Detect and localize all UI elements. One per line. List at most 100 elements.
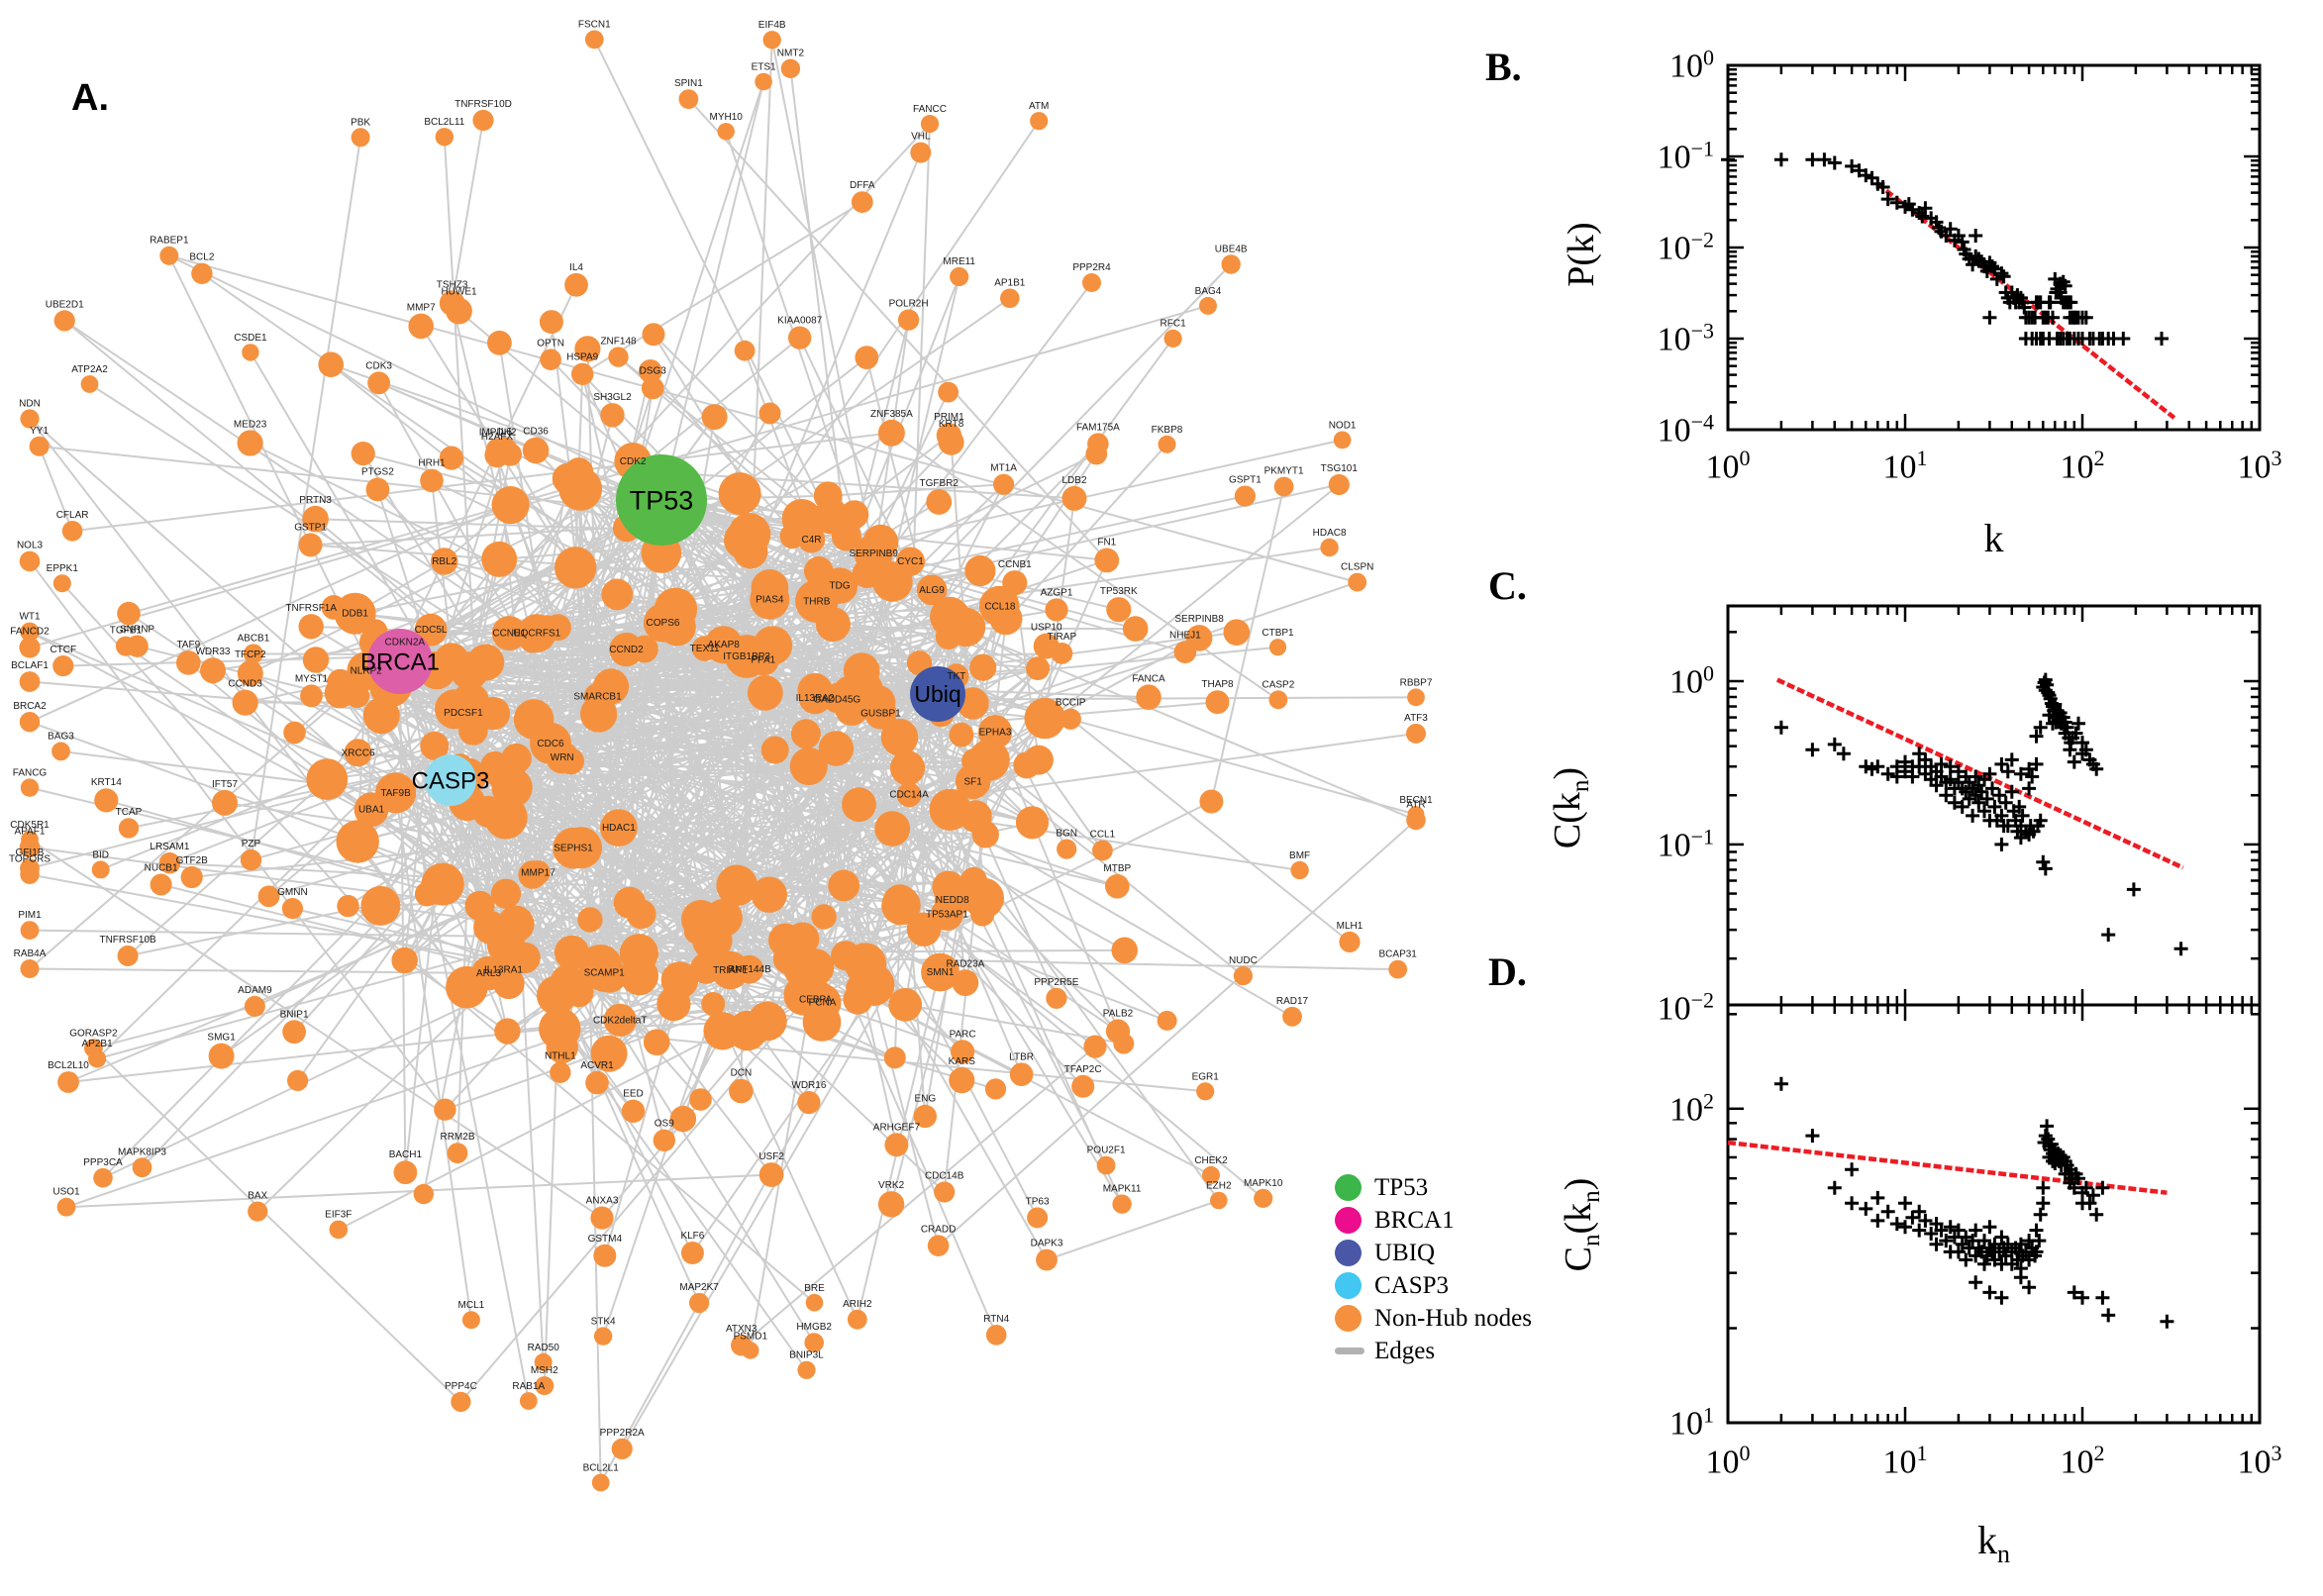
network-hub-node-ubiq: [910, 666, 965, 722]
node-label: AZGP1: [1041, 587, 1073, 598]
network-node: [1085, 443, 1108, 465]
network-node: [1046, 987, 1067, 1009]
network-edge: [974, 651, 1063, 818]
network-node: [621, 1099, 646, 1124]
network-node: [51, 742, 70, 761]
network-edge: [814, 689, 1124, 1206]
scatter-point: [1805, 743, 1820, 757]
node-label: PPP2R5E: [1034, 977, 1078, 988]
x-tick-label: 102: [2060, 1441, 2105, 1481]
x-tick-label: 103: [2237, 1441, 2282, 1481]
scatter-point: [2029, 1223, 2044, 1238]
node-label: PZP: [242, 839, 261, 849]
node-label: RFC1: [1161, 319, 1187, 330]
node-label: ADAM9: [238, 985, 272, 996]
node-label: CDC6: [537, 739, 564, 749]
node-label: THRB: [803, 596, 831, 607]
node-label: RAD17: [1276, 996, 1309, 1007]
network-node: [555, 547, 597, 589]
network-node: [760, 736, 789, 764]
node-label: NUDC: [1229, 955, 1258, 966]
y-axis-title-c: C(kn): [1547, 766, 1594, 849]
network-node: [1210, 1191, 1228, 1210]
node-label: MAPK11: [1103, 1184, 1142, 1195]
node-label: AP1B1: [994, 277, 1026, 288]
legend-non-hub-nodes-dot: [1335, 1305, 1362, 1332]
node-label: NOL3: [17, 541, 44, 551]
network-edge: [789, 67, 863, 672]
network-node: [643, 1029, 670, 1055]
node-label: MED23: [234, 419, 267, 430]
network-node: [20, 409, 40, 429]
network-edge: [586, 348, 600, 716]
network-node: [896, 782, 922, 808]
node-label: RBL2: [432, 556, 456, 567]
node-label: CFLAR: [56, 510, 89, 521]
node-label: IL6: [498, 427, 512, 438]
network-node: [298, 614, 324, 640]
node-label: TEX11: [690, 644, 720, 654]
network-node: [420, 468, 444, 493]
node-label: BID: [92, 849, 109, 860]
network-legend: TP53 BRCA1 UBIQ CASP3 Non-Hub nodes Edges: [1335, 1171, 1532, 1367]
network-node: [590, 1035, 628, 1072]
network-edge: [507, 626, 678, 985]
node-label: KRT14: [91, 777, 122, 788]
node-label: ARIH2: [843, 1299, 872, 1310]
node-label: BCL2L10: [48, 1060, 89, 1071]
node-label: MCL1: [458, 1300, 485, 1311]
network-node: [283, 721, 306, 745]
network-node: [1202, 1165, 1220, 1184]
network-node: [540, 349, 561, 371]
node-label: CDK3: [365, 360, 392, 371]
scatter-point: [2022, 827, 2037, 842]
network-node: [1071, 1074, 1095, 1098]
legend-item: UBIQ: [1335, 1237, 1532, 1269]
network-node: [949, 1067, 975, 1094]
scatter-point: [1773, 1076, 1788, 1091]
scatter-point: [1870, 759, 1885, 774]
network-node: [446, 965, 488, 1009]
network-node: [150, 873, 172, 896]
network-node: [550, 1061, 571, 1084]
scatter-point: [1773, 152, 1788, 167]
network-node: [464, 890, 495, 922]
node-label: IL4: [569, 262, 583, 273]
network-node: [413, 1183, 434, 1205]
network-node: [804, 556, 834, 586]
node-label: NOD1: [1329, 421, 1357, 432]
scatter-point: [1985, 781, 1999, 796]
node-label: THAP8: [1201, 679, 1234, 690]
network-node: [926, 489, 953, 515]
network-edge: [29, 617, 1007, 870]
network-node: [94, 788, 119, 813]
network-node: [439, 446, 463, 470]
node-label: GTF2B: [176, 855, 209, 866]
node-label: TSHZ3: [437, 279, 468, 290]
network-edge: [937, 819, 1417, 1247]
network-edge: [29, 672, 370, 970]
network-node: [1027, 1207, 1049, 1229]
scatter-point: [2082, 1196, 2097, 1211]
network-node: [592, 957, 628, 993]
network-node: [1051, 643, 1073, 664]
node-label: CCND2: [609, 645, 644, 655]
node-label: ACVR1: [580, 1060, 614, 1071]
network-node: [281, 898, 303, 920]
scatter-point: [2075, 1290, 2089, 1305]
network-node: [970, 902, 995, 927]
node-label: RNF144B: [728, 964, 771, 975]
legend-item-label: Edges: [1374, 1337, 1436, 1364]
scatter-point: [1966, 808, 1980, 823]
scatter-point: [2069, 726, 2083, 741]
node-label: PRIM1: [934, 412, 964, 423]
network-node: [881, 885, 921, 926]
network-edge: [96, 708, 456, 1060]
network-node: [446, 297, 472, 325]
node-label: BCL2L11: [424, 117, 464, 128]
legend-item: TP53: [1335, 1171, 1532, 1204]
hub-label-brca1: BRCA1: [360, 648, 440, 675]
panel-d-label: D.: [1488, 949, 1527, 994]
network-node: [300, 684, 323, 708]
network-node: [518, 860, 547, 889]
